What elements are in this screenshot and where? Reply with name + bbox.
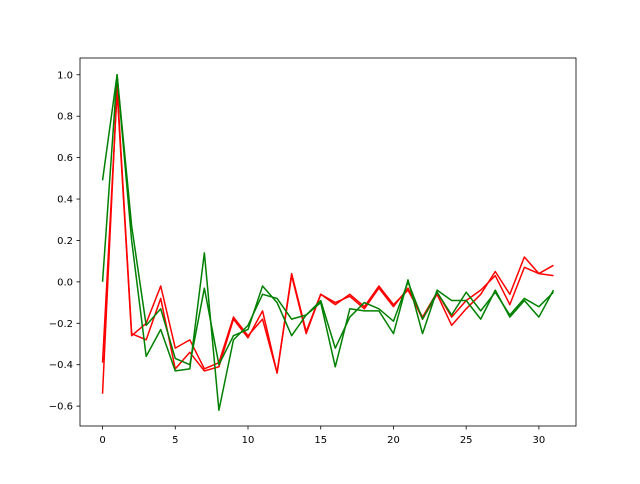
y-tick-label: 0.6 — [57, 153, 73, 164]
x-tick-label: 5 — [172, 435, 178, 446]
y-tick-label: 0.8 — [57, 112, 73, 123]
plot-area — [80, 58, 576, 426]
x-tick-label: 15 — [314, 435, 327, 446]
x-tick-label: 30 — [533, 435, 546, 446]
x-tick-label: 10 — [242, 435, 255, 446]
line — [101, 90, 554, 374]
y-tick-label: 0.4 — [57, 195, 73, 206]
y-tick-label: 1.0 — [57, 70, 73, 81]
line — [101, 84, 554, 394]
y-tick-label: −0.2 — [49, 319, 73, 330]
x-tick-label: 25 — [460, 435, 473, 446]
line — [101, 74, 554, 366]
y-tick-label: −0.4 — [49, 360, 73, 371]
x-tick-label: 0 — [99, 435, 105, 446]
y-tick-label: 0.0 — [57, 277, 73, 288]
y-tick-label: 0.2 — [57, 236, 73, 247]
axes-frame — [79, 57, 577, 427]
x-tick-label: 20 — [387, 435, 400, 446]
line — [101, 74, 555, 412]
y-tick-label: −0.6 — [49, 402, 73, 413]
